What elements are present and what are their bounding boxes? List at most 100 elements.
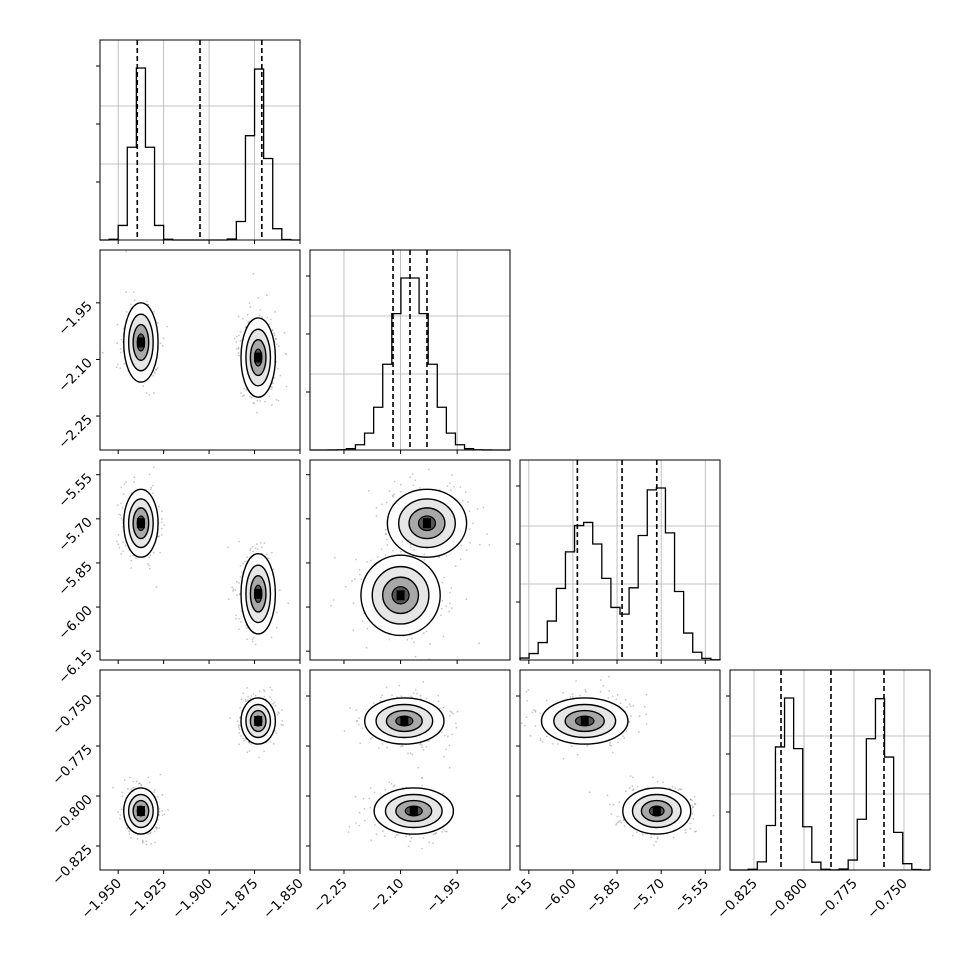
sample-point xyxy=(468,510,471,512)
sample-point xyxy=(118,546,121,549)
sample-point xyxy=(467,501,469,504)
sample-point xyxy=(358,568,361,571)
sample-point xyxy=(375,506,378,509)
density-peak xyxy=(136,337,145,348)
sample-point xyxy=(238,726,240,729)
sample-point xyxy=(152,466,155,469)
sample-point xyxy=(116,323,119,326)
sample-point xyxy=(370,738,372,740)
sample-point xyxy=(655,840,657,843)
scatter-panel-2-3 xyxy=(516,669,721,874)
histogram-steps xyxy=(519,487,721,661)
sample-point xyxy=(236,594,238,597)
sample-point xyxy=(611,695,614,698)
sample-point xyxy=(623,737,626,739)
sample-point xyxy=(281,709,283,711)
sample-point xyxy=(442,635,445,638)
sample-point xyxy=(398,684,401,687)
sample-point xyxy=(360,578,363,581)
sample-point xyxy=(407,845,410,848)
sample-point xyxy=(148,393,151,396)
sample-point xyxy=(691,799,694,802)
sample-point xyxy=(278,345,280,347)
sample-point xyxy=(347,831,350,833)
sample-point xyxy=(428,841,431,844)
sample-point xyxy=(599,690,602,693)
sample-point xyxy=(120,486,123,489)
sample-point xyxy=(163,813,166,816)
sample-point xyxy=(115,366,118,368)
sample-point xyxy=(271,330,274,332)
sample-point xyxy=(235,614,238,617)
sample-point xyxy=(243,387,246,390)
sample-point xyxy=(386,746,388,749)
sample-point xyxy=(275,398,278,401)
sample-point xyxy=(420,744,423,746)
sample-point xyxy=(238,732,241,734)
sample-point xyxy=(121,506,124,509)
sample-point xyxy=(239,340,242,342)
sample-point xyxy=(411,637,413,640)
sample-point xyxy=(524,724,526,727)
sample-point xyxy=(273,376,276,379)
sample-point xyxy=(277,711,280,713)
x-tick-label-p3-1: −0.800 xyxy=(764,876,811,923)
sample-point xyxy=(674,787,677,790)
sample-point xyxy=(472,522,474,525)
sample-point xyxy=(238,728,241,731)
sample-point xyxy=(451,733,453,736)
sample-point xyxy=(689,822,692,825)
sample-point xyxy=(333,556,336,559)
sample-point xyxy=(268,323,271,326)
sample-point xyxy=(277,368,279,370)
sample-point xyxy=(247,695,250,698)
sample-point xyxy=(273,334,276,336)
sample-point xyxy=(266,316,269,319)
sample-point xyxy=(691,812,694,815)
sample-point xyxy=(617,741,620,744)
sample-point xyxy=(525,716,528,718)
sample-point xyxy=(450,711,453,714)
sample-point xyxy=(238,354,241,357)
histogram-panel-2 xyxy=(516,459,721,664)
sample-point xyxy=(615,822,618,825)
sample-point xyxy=(232,589,234,592)
sample-point xyxy=(160,518,163,520)
sample-point xyxy=(163,524,165,526)
sample-point xyxy=(638,715,641,718)
sample-point xyxy=(643,705,646,708)
sample-point xyxy=(575,680,577,682)
sample-point xyxy=(410,695,412,698)
sample-point xyxy=(692,805,694,808)
sample-point xyxy=(420,697,422,700)
panel-frame xyxy=(729,669,931,871)
sample-point xyxy=(239,706,242,709)
sample-point xyxy=(148,781,151,784)
sample-point xyxy=(393,493,395,496)
sample-point xyxy=(421,746,423,749)
x-tick-label-p2-1: −6.00 xyxy=(539,876,580,917)
x-tick-label-p3-3: −0.750 xyxy=(864,876,911,923)
sample-point xyxy=(264,400,266,403)
sample-point xyxy=(572,696,574,698)
sample-point xyxy=(615,824,617,826)
sample-point xyxy=(237,315,240,318)
sample-point xyxy=(232,588,235,590)
scatter-panel-1-2 xyxy=(306,459,511,664)
sample-point xyxy=(486,533,488,535)
sample-point xyxy=(617,821,619,824)
sample-point xyxy=(234,589,237,591)
sample-point xyxy=(520,722,523,724)
sample-point xyxy=(375,515,378,517)
scatter-panel-0-2 xyxy=(96,459,301,664)
x-tick-label-p0-2: −1.900 xyxy=(169,876,216,923)
sample-point xyxy=(159,773,162,776)
sample-point xyxy=(128,830,130,832)
sample-point xyxy=(125,481,127,484)
sample-point xyxy=(541,741,544,743)
sample-point xyxy=(449,602,451,605)
sample-point xyxy=(355,709,358,711)
sample-point xyxy=(693,795,696,798)
sample-point xyxy=(127,787,129,790)
sample-point xyxy=(413,549,415,551)
